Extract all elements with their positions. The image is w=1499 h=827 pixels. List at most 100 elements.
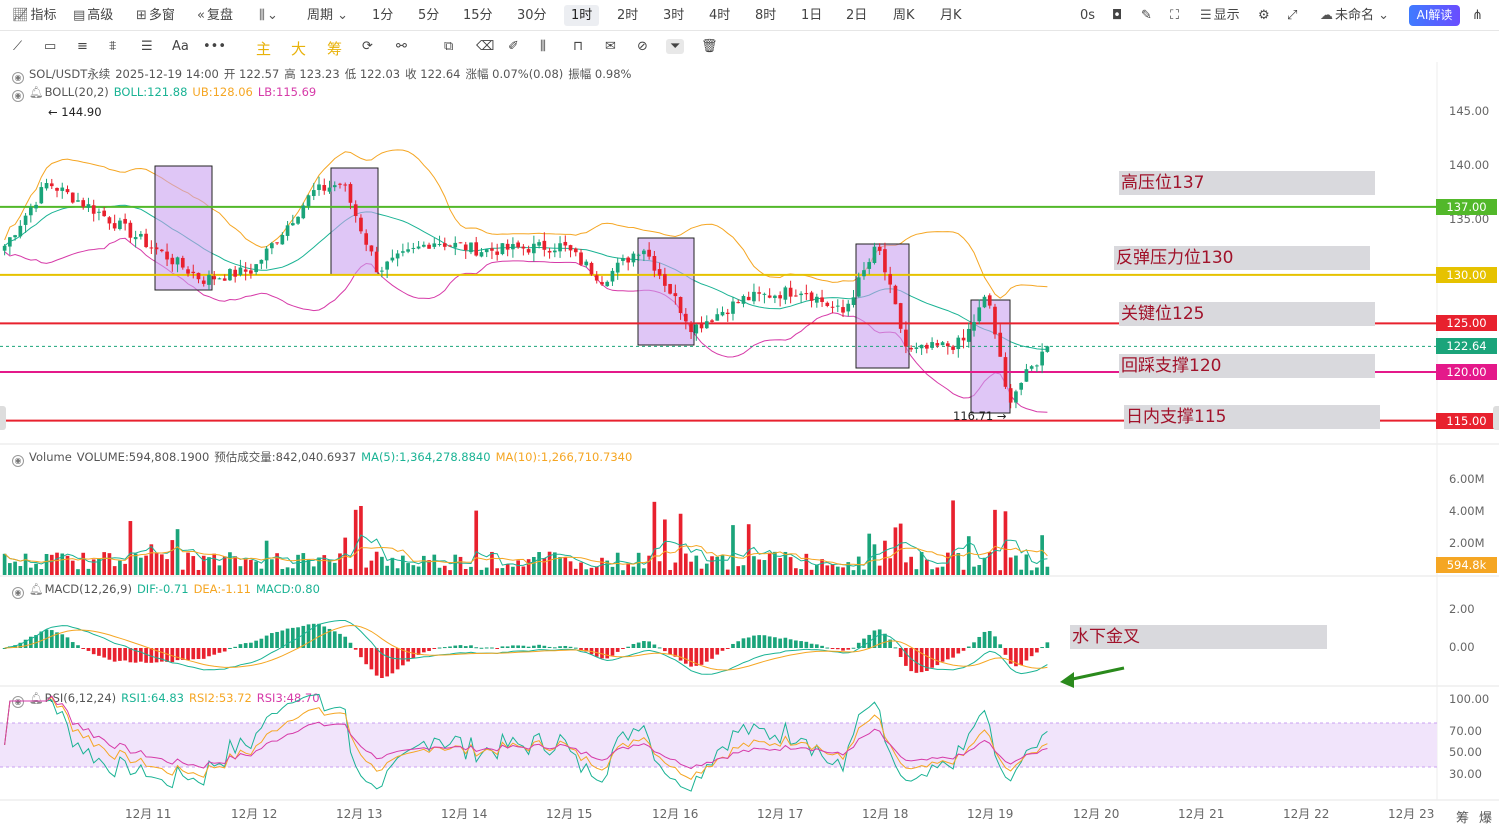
expand-icon[interactable]: ⤢ — [1287, 8, 1298, 23]
timeframe-tab[interactable]: 8时 — [755, 8, 777, 23]
pencil-icon[interactable]: ✎ — [1141, 8, 1152, 23]
timeframe-tab[interactable]: 4时 — [709, 8, 731, 23]
eye-icon[interactable]: ◉ — [12, 696, 24, 708]
timeframe-tab[interactable]: 1时 — [564, 5, 600, 26]
volume-bar — [359, 505, 363, 575]
macd-histogram-bar — [479, 647, 484, 649]
timeframe-tab[interactable]: 5分 — [418, 8, 440, 23]
candle-body — [437, 244, 442, 246]
left-scroll-handle[interactable] — [0, 406, 6, 430]
volume-axis-label: 6.00M — [1449, 472, 1485, 486]
timeframe-tab[interactable]: 3时 — [663, 8, 685, 23]
timeframe-tab[interactable]: 1日 — [801, 8, 823, 23]
chips-button[interactable]: 筹 — [327, 40, 343, 58]
timeframe-tab[interactable]: 2时 — [617, 8, 639, 23]
lock-icon[interactable]: ⊓ — [573, 39, 584, 54]
link-icon[interactable]: ⊘ — [637, 39, 648, 54]
bell-icon[interactable]: 🔔︎ — [29, 691, 44, 705]
candle-body — [270, 243, 274, 249]
ai-interpret-button[interactable]: AI解读 — [1409, 5, 1460, 26]
right-scroll-handle[interactable] — [1493, 406, 1499, 430]
rectangle-icon[interactable]: ▭ — [44, 39, 57, 54]
period-dropdown[interactable]: 周期 ⌄ — [307, 5, 350, 26]
chart-type-button[interactable]: ⫼ ⌄ — [259, 5, 280, 26]
candle-body — [348, 184, 353, 203]
candle-body — [139, 233, 143, 237]
boll-mid-value: BOLL:121.88 — [113, 85, 188, 99]
timeframe-tab[interactable]: 周K — [893, 8, 915, 23]
horizontal-lines-icon[interactable]: ≡ — [77, 39, 88, 54]
macd-histogram-bar — [925, 648, 929, 671]
volume-bar — [914, 569, 919, 575]
eye-icon[interactable]: ◉ — [12, 90, 24, 102]
candle-body — [217, 278, 222, 280]
display-button[interactable]: ☰ 显示 — [1200, 5, 1240, 26]
volume-bar — [757, 559, 762, 575]
chips-toggle[interactable]: 筹 — [1456, 811, 1470, 826]
volume-bar — [81, 552, 86, 575]
fullscreen-exit-icon[interactable]: ⛶ — [1170, 8, 1180, 23]
volume-bar — [196, 569, 201, 575]
copy-icon[interactable]: ⧉ — [444, 39, 454, 54]
macd-histogram-bar — [1045, 642, 1050, 648]
macd-name[interactable]: MACD(12,26,9) — [44, 582, 132, 596]
boll-name[interactable]: BOLL(20,2) — [44, 85, 109, 99]
eye-icon[interactable]: ◉ — [12, 587, 24, 599]
text-tool-icon[interactable]: Aa — [172, 39, 189, 54]
volume-bar — [270, 559, 274, 575]
volume-bar — [773, 551, 777, 575]
candle-body — [249, 270, 253, 274]
macd-histogram-bar — [594, 648, 599, 657]
timeframe-tab[interactable]: 1分 — [372, 8, 394, 23]
timeframe-tab[interactable]: 2日 — [846, 8, 868, 23]
indicators-button[interactable]: 📈︎ 指标 — [12, 5, 57, 26]
volume-bar — [830, 564, 835, 575]
more-tools-icon[interactable]: ••• — [203, 39, 227, 54]
bell-icon[interactable]: 🔔︎ — [29, 85, 44, 99]
ruler-icon[interactable]: ⫼ — [540, 39, 546, 54]
liquidation-toggle[interactable]: 爆 — [1479, 811, 1493, 826]
volume-bar — [568, 561, 573, 575]
fib-icon[interactable]: ⩨ — [109, 39, 117, 54]
candle-body — [380, 270, 384, 272]
sync-icon[interactable]: ⟳ — [362, 39, 373, 54]
big-order-button[interactable]: 大 — [291, 40, 307, 58]
macd-histogram-bar — [589, 648, 594, 655]
volume-bar — [385, 565, 389, 575]
candle-body — [914, 347, 919, 349]
note-icon[interactable]: ✉ — [605, 39, 616, 54]
eye-icon[interactable]: ◉ — [12, 72, 24, 84]
layout-name-button[interactable]: ☁ 未命名 ⌄ — [1320, 5, 1391, 26]
timeframe-tab[interactable]: 30分 — [517, 8, 547, 23]
candle-body — [945, 343, 950, 347]
replay-button[interactable]: «复盘 — [197, 5, 233, 26]
macd-histogram-bar — [495, 648, 500, 649]
highlight-box — [637, 237, 695, 346]
candle-body — [290, 223, 295, 226]
rsi-name[interactable]: RSI(6,12,24) — [44, 691, 117, 705]
parallel-lines-icon[interactable]: ☰ — [141, 39, 153, 54]
multi-window-button[interactable]: ⊞ 多窗 — [136, 5, 175, 26]
eraser-icon[interactable]: ⌫ — [476, 39, 495, 54]
candle-body — [369, 245, 374, 252]
camera-icon[interactable]: ◘ — [1112, 8, 1123, 23]
magnet-icon[interactable]: ⚯ — [396, 39, 407, 54]
timeframe-tab[interactable]: 15分 — [463, 8, 493, 23]
timeframe-tab[interactable]: 月K — [940, 8, 962, 23]
filter-icon[interactable]: ⏷ — [666, 39, 685, 54]
eye-icon[interactable]: ◉ — [12, 455, 24, 467]
macd-histogram-bar — [212, 648, 217, 655]
trash-icon[interactable]: 🗑︎ — [701, 39, 718, 54]
trendline-icon[interactable]: ⟋ — [13, 39, 23, 54]
advanced-button[interactable]: ▤ 高级 — [73, 5, 113, 26]
volume-bar — [788, 557, 793, 575]
volume-name[interactable]: Volume — [29, 450, 72, 464]
volume-bar — [249, 559, 253, 575]
main-force-button[interactable]: 主 — [256, 40, 272, 58]
macd-histogram-bar — [86, 648, 91, 651]
volume-bar — [212, 553, 217, 575]
share-icon[interactable]: ⋔ — [1472, 8, 1483, 23]
brush-icon[interactable]: ✐ — [508, 39, 519, 54]
settings-gear-icon[interactable]: ⚙ — [1258, 8, 1270, 23]
bell-icon[interactable]: 🔔︎ — [29, 582, 44, 596]
